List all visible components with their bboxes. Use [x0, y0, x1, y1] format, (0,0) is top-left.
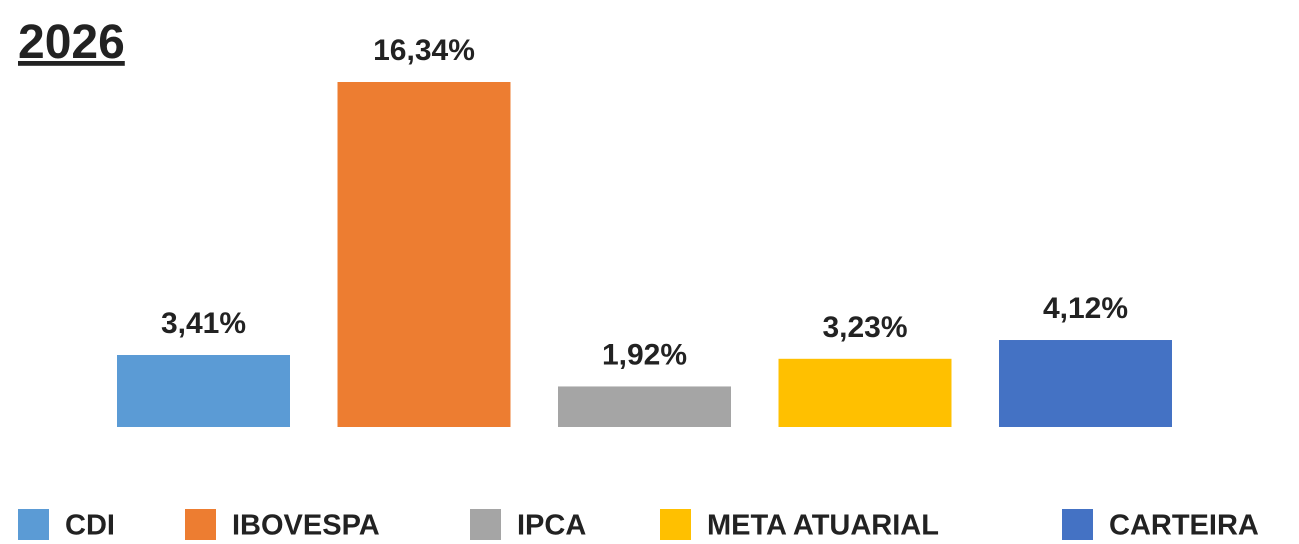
bar	[117, 355, 290, 427]
bar	[558, 386, 731, 427]
data-label: 3,23%	[822, 311, 907, 344]
legend-label: CDI	[65, 510, 115, 542]
legend-swatch	[470, 509, 501, 540]
legend-label: IPCA	[517, 510, 586, 542]
legend-swatch	[660, 509, 691, 540]
legend-swatch	[18, 509, 49, 540]
data-label: 3,41%	[161, 307, 246, 340]
bar	[999, 340, 1172, 427]
legend-swatch	[1062, 509, 1093, 540]
bar	[337, 82, 511, 427]
chart-title: 2026	[18, 16, 125, 69]
data-label: 16,34%	[373, 34, 475, 67]
legend-label: IBOVESPA	[232, 510, 380, 542]
legend-label: META ATUARIAL	[707, 510, 939, 542]
legend-swatch	[185, 509, 216, 540]
legend-label: CARTEIRA	[1109, 510, 1259, 542]
data-label: 1,92%	[602, 338, 687, 371]
bar	[778, 358, 952, 427]
data-label: 4,12%	[1043, 292, 1128, 325]
